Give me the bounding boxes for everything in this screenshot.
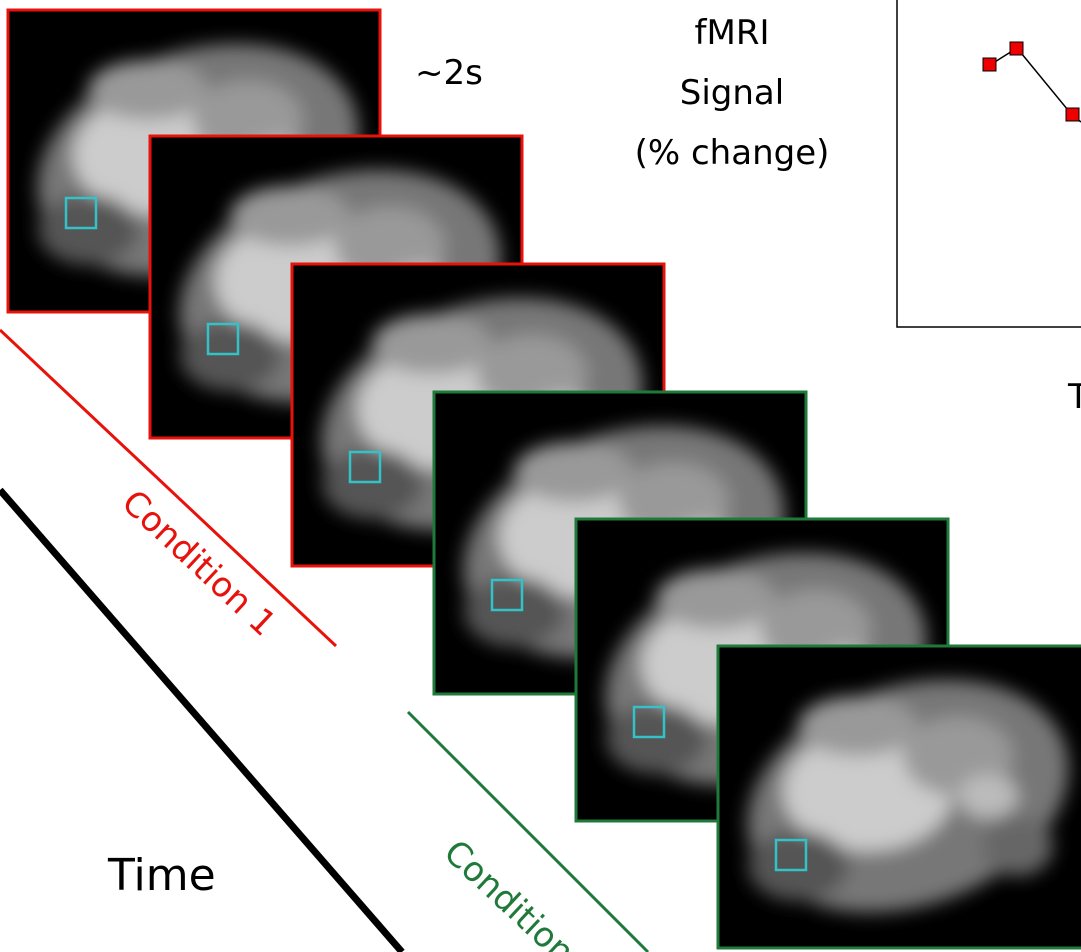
tr-label: ~2s bbox=[415, 53, 483, 93]
graph-x-label: Time bbox=[1067, 377, 1081, 417]
condition1-line bbox=[0, 328, 338, 648]
signal-graph bbox=[896, 0, 1081, 328]
time-label: Time bbox=[107, 850, 216, 901]
condition1-label: Condition 1 bbox=[114, 482, 284, 644]
signal-label: (% change) bbox=[635, 133, 830, 173]
signal-label: Signal bbox=[680, 73, 784, 113]
signal-label: fMRI bbox=[695, 13, 770, 53]
condition2-label: Condition 2 bbox=[436, 832, 606, 952]
frame-6 bbox=[716, 644, 1081, 950]
time-line bbox=[0, 487, 405, 952]
condition2-line bbox=[406, 710, 650, 952]
